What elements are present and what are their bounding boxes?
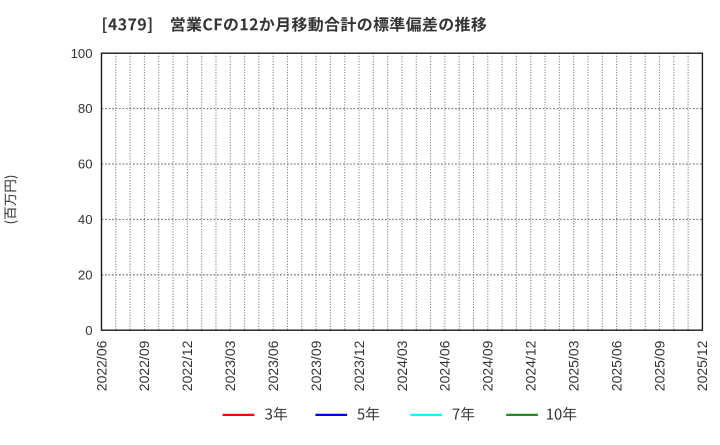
svg-text:2022/12: 2022/12 bbox=[179, 340, 195, 391]
svg-text:2023/09: 2023/09 bbox=[308, 340, 324, 391]
svg-text:2023/06: 2023/06 bbox=[265, 340, 281, 391]
svg-text:2025/09: 2025/09 bbox=[651, 340, 667, 391]
svg-text:2024/12: 2024/12 bbox=[523, 340, 539, 391]
svg-text:2025/06: 2025/06 bbox=[608, 340, 624, 391]
svg-text:2023/12: 2023/12 bbox=[351, 340, 367, 391]
svg-text:2025/12: 2025/12 bbox=[694, 340, 710, 391]
svg-text:20: 20 bbox=[78, 267, 93, 282]
svg-text:80: 80 bbox=[78, 101, 93, 116]
svg-text:2024/09: 2024/09 bbox=[480, 340, 496, 391]
svg-text:60: 60 bbox=[78, 157, 93, 172]
svg-text:2023/03: 2023/03 bbox=[222, 340, 238, 391]
svg-text:2025/03: 2025/03 bbox=[565, 340, 581, 391]
svg-text:40: 40 bbox=[78, 212, 93, 227]
svg-text:100: 100 bbox=[71, 46, 93, 61]
svg-text:2024/06: 2024/06 bbox=[437, 340, 453, 391]
svg-text:2024/03: 2024/03 bbox=[394, 340, 410, 391]
svg-text:2022/06: 2022/06 bbox=[93, 340, 109, 391]
svg-text:0: 0 bbox=[85, 323, 92, 338]
svg-text:2022/09: 2022/09 bbox=[136, 340, 152, 391]
